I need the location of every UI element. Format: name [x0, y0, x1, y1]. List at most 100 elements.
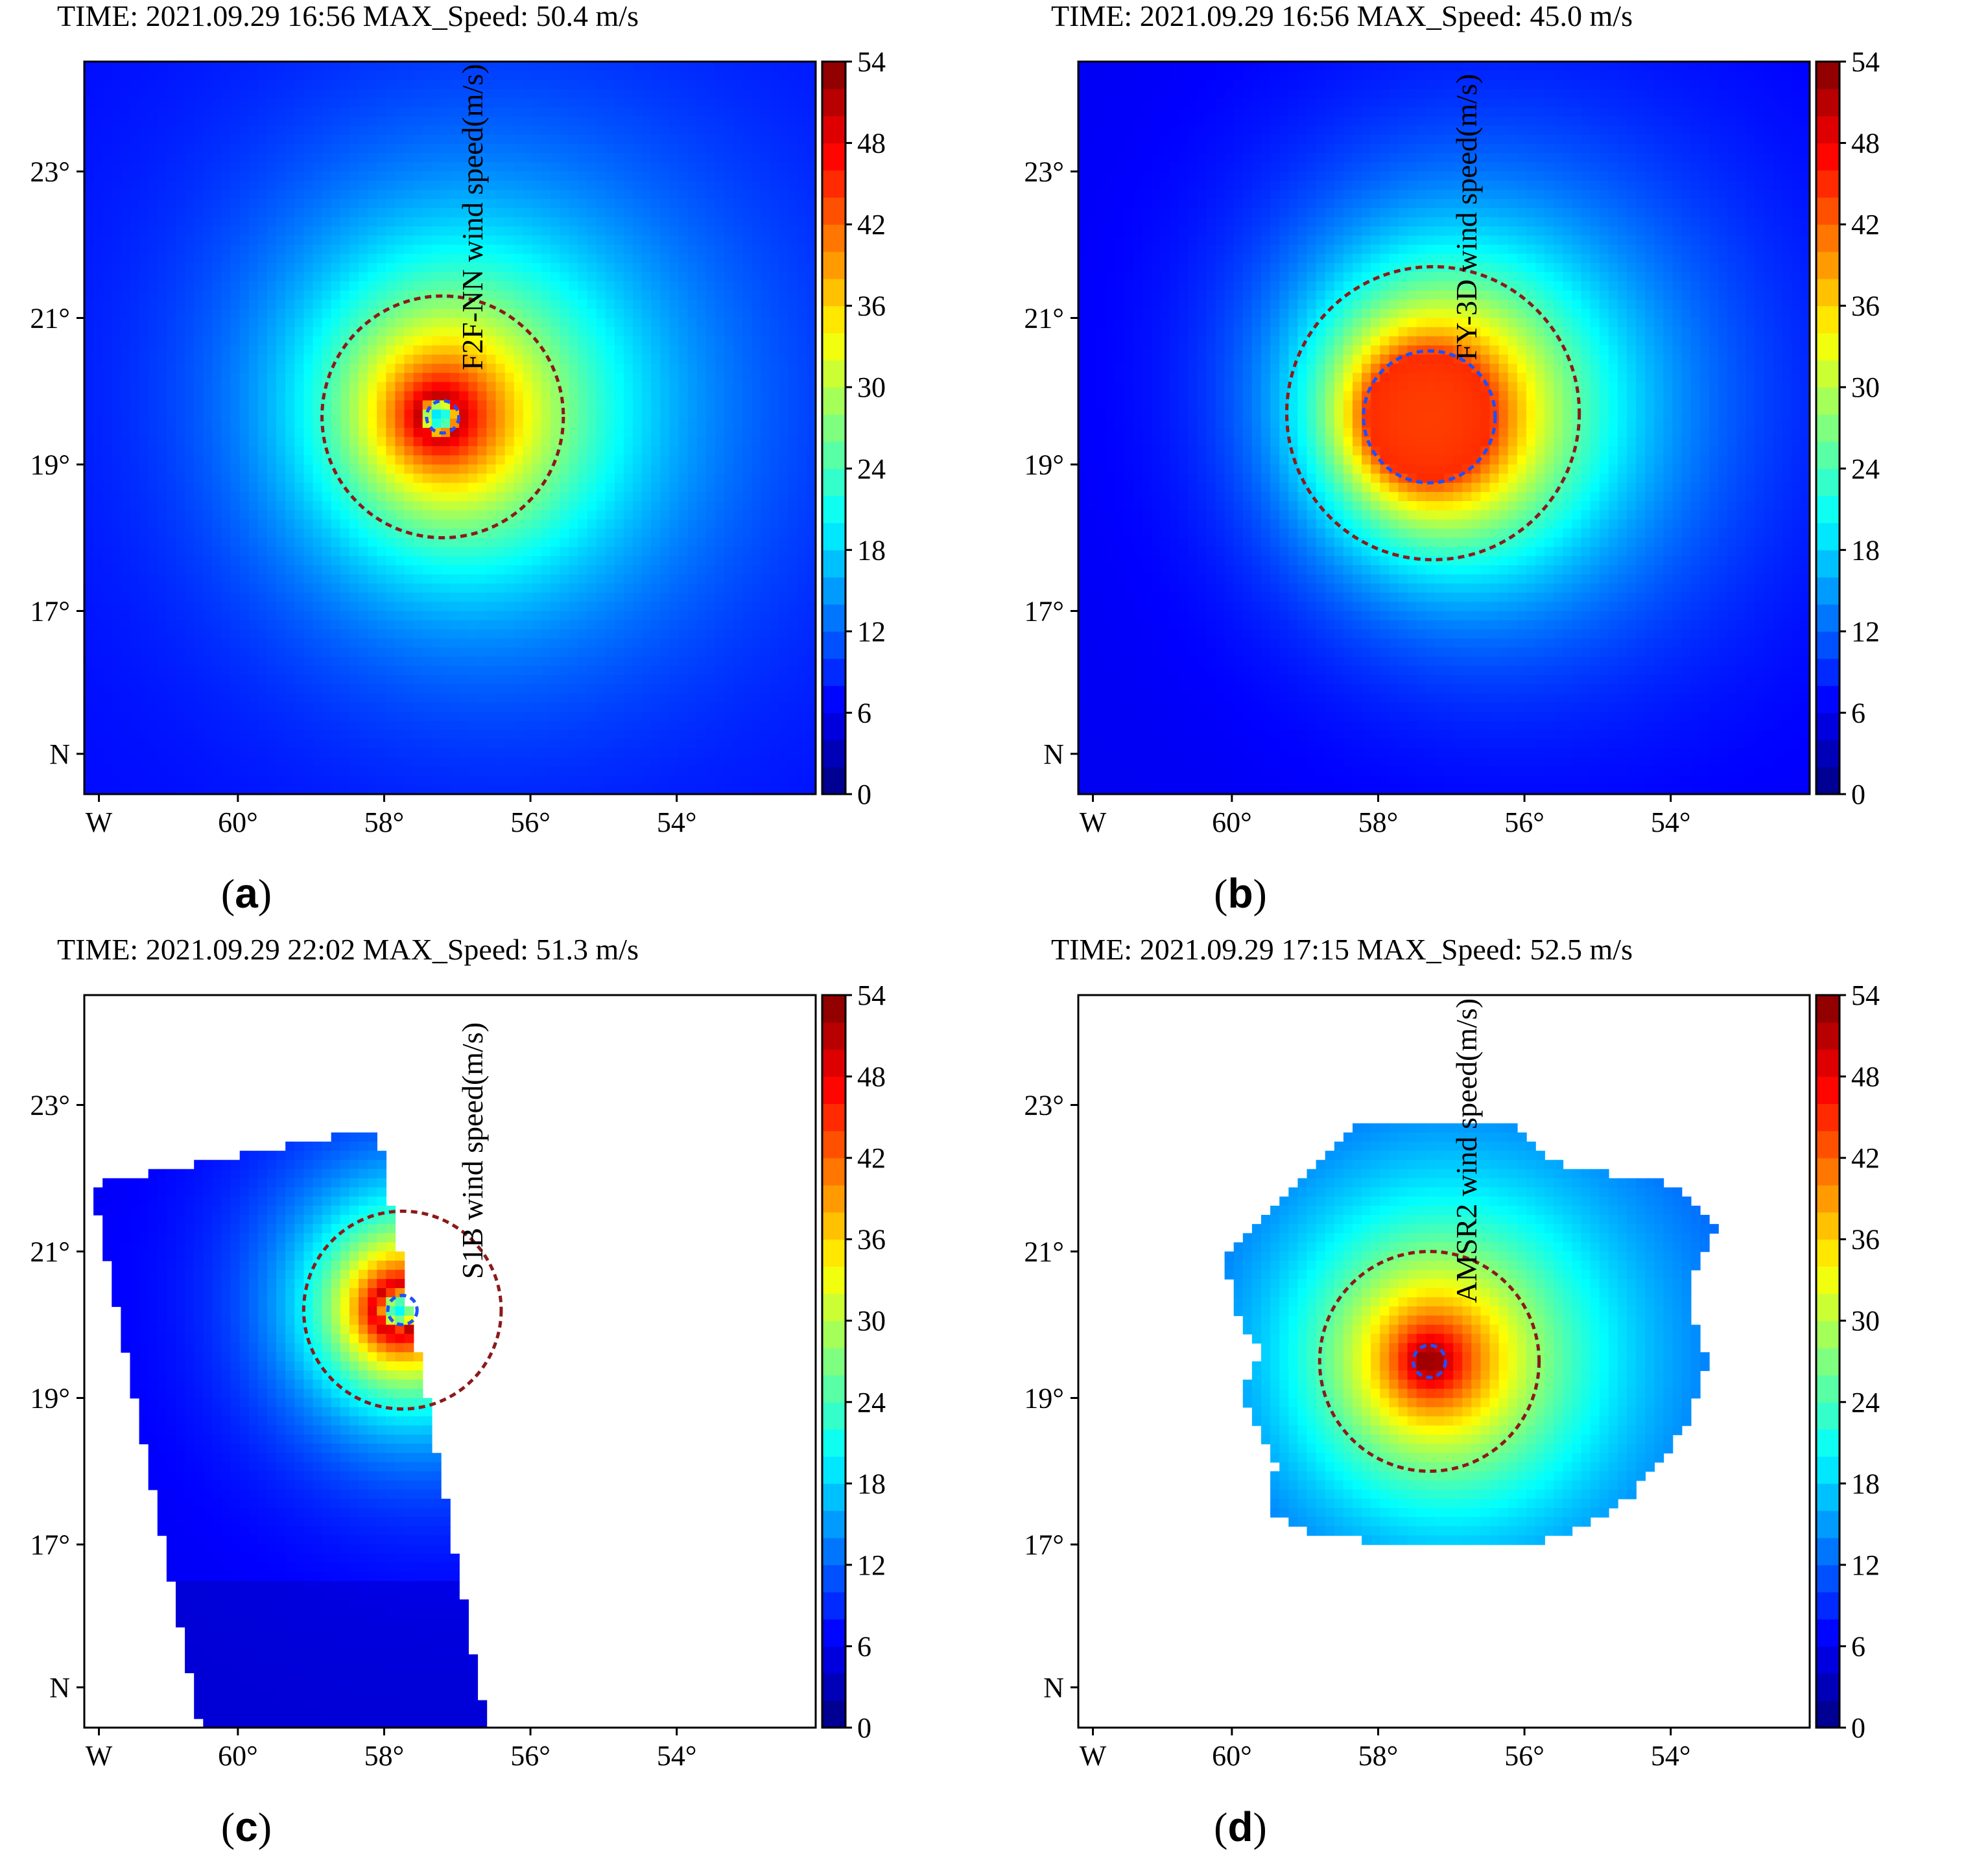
wind-cell	[578, 153, 588, 163]
wind-cell	[468, 281, 479, 291]
wind-cell	[486, 116, 497, 126]
wind-cell	[431, 208, 442, 218]
wind-cell	[121, 107, 131, 117]
wind-cell	[450, 135, 460, 145]
wind-cell	[276, 208, 286, 218]
wind-cell	[303, 198, 314, 209]
wind-cell	[532, 180, 542, 191]
wind-cell	[770, 253, 780, 264]
wind-cell	[788, 107, 798, 117]
wind-cell	[806, 98, 816, 108]
wind-cell	[678, 62, 689, 71]
wind-cell	[514, 80, 524, 90]
wind-cell	[569, 180, 579, 191]
wind-cell	[532, 135, 542, 145]
wind-cell	[788, 217, 798, 228]
wind-cell	[587, 98, 597, 108]
wind-cell	[248, 180, 259, 191]
wind-cell	[715, 263, 725, 273]
wind-cell	[294, 98, 305, 108]
wind-cell	[751, 208, 762, 218]
wind-cell	[368, 244, 377, 255]
wind-cell	[514, 98, 524, 108]
wind-cell	[157, 217, 167, 228]
wind-cell	[450, 153, 460, 163]
wind-cell	[761, 171, 771, 182]
wind-cell	[678, 89, 689, 99]
wind-cell	[669, 253, 680, 264]
wind-cell	[185, 244, 195, 255]
wind-cell	[797, 171, 807, 182]
wind-cell	[468, 244, 479, 255]
wind-cell	[359, 144, 368, 154]
wind-cell	[495, 107, 506, 117]
wind-cell	[678, 217, 689, 228]
wind-cell	[194, 98, 204, 108]
wind-cell	[212, 80, 222, 90]
wind-cell	[349, 272, 359, 282]
wind-cell	[550, 135, 560, 145]
wind-cell	[359, 71, 368, 81]
wind-cell	[569, 98, 579, 108]
wind-cell	[605, 226, 615, 237]
wind-cell	[797, 217, 807, 228]
wind-cell	[422, 263, 432, 273]
wind-cell	[93, 217, 103, 228]
wind-cell	[450, 162, 460, 172]
wind-cell	[532, 272, 542, 282]
wind-cell	[450, 263, 460, 273]
wind-cell	[340, 272, 350, 282]
wind-cell	[294, 189, 305, 200]
wind-cell	[166, 62, 176, 71]
wind-cell	[176, 226, 185, 237]
wind-cell	[596, 135, 606, 145]
wind-cell	[404, 116, 414, 126]
wind-cell	[404, 208, 414, 218]
wind-cell	[642, 171, 652, 182]
wind-cell	[185, 125, 195, 135]
wind-cell	[742, 235, 753, 246]
wind-cell	[221, 180, 231, 191]
wind-cell	[696, 71, 707, 81]
wind-cell	[121, 144, 131, 154]
wind-cell	[203, 80, 213, 90]
wind-cell	[313, 116, 323, 126]
wind-cell	[267, 244, 277, 255]
wind-cell	[724, 180, 734, 191]
wind-cell	[724, 62, 734, 71]
wind-cell	[742, 208, 753, 218]
wind-cell	[541, 125, 551, 135]
wind-cell	[148, 144, 158, 154]
panel-a-wind-field	[84, 62, 816, 794]
wind-cell	[459, 125, 469, 135]
wind-cell	[742, 125, 753, 135]
wind-cell	[121, 263, 131, 273]
wind-cell	[715, 189, 725, 200]
wind-cell	[806, 217, 816, 228]
wind-cell	[395, 208, 405, 218]
wind-cell	[514, 217, 524, 228]
wind-cell	[221, 62, 231, 71]
wind-cell	[139, 171, 149, 182]
wind-cell	[102, 62, 113, 71]
wind-cell	[440, 244, 451, 255]
wind-cell	[797, 153, 807, 163]
wind-cell	[477, 263, 488, 273]
wind-cell	[395, 217, 405, 228]
wind-cell	[386, 107, 396, 117]
wind-cell	[157, 80, 167, 90]
wind-cell	[93, 208, 103, 218]
wind-cell	[523, 80, 533, 90]
wind-cell	[724, 253, 734, 264]
wind-cell	[806, 263, 816, 273]
wind-cell	[322, 153, 332, 163]
wind-cell	[560, 135, 570, 145]
wind-cell	[130, 71, 140, 81]
wind-cell	[148, 198, 158, 209]
wind-cell	[221, 71, 231, 81]
wind-cell	[477, 107, 488, 117]
wind-cell	[541, 208, 551, 218]
wind-cell	[331, 98, 341, 108]
wind-cell	[724, 272, 734, 282]
wind-cell	[359, 62, 368, 71]
